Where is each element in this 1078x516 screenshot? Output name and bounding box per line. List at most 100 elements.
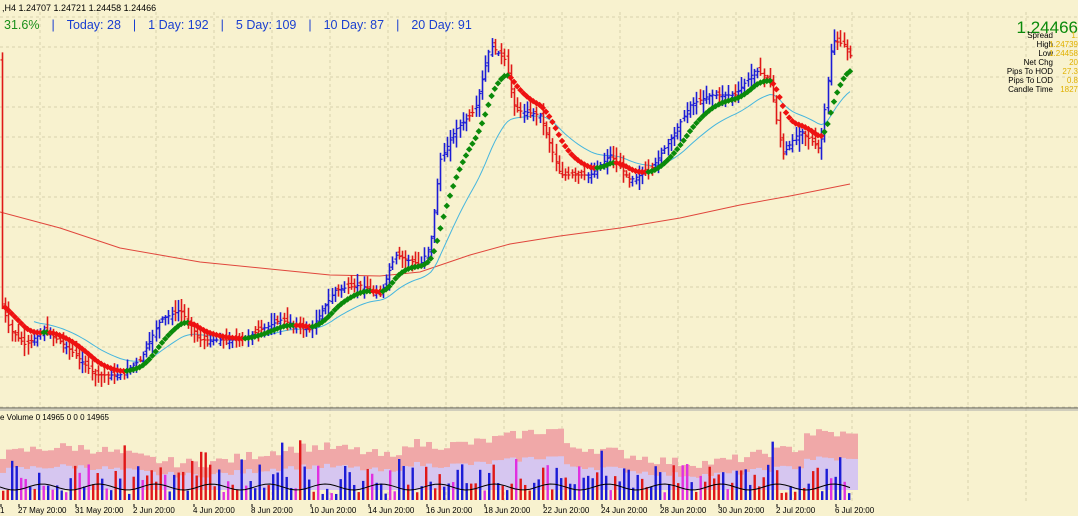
uptrend-dot xyxy=(328,310,335,317)
volume-envelope-lower xyxy=(138,469,144,490)
volume-bar xyxy=(654,466,657,500)
stat-item: | xyxy=(221,18,224,32)
volume-envelope-lower xyxy=(762,470,768,490)
uptrend-dot xyxy=(747,86,754,93)
uptrend-dot xyxy=(501,72,508,80)
volume-bar xyxy=(200,451,203,500)
volume-envelope-lower xyxy=(390,471,396,490)
moving-average-lines xyxy=(0,91,851,362)
uptrend-dot xyxy=(683,132,690,140)
volume-bar xyxy=(564,477,567,500)
volume-bar xyxy=(254,488,257,500)
uptrend-dot xyxy=(846,68,854,75)
uptrend-dot xyxy=(440,213,447,220)
volume-bar xyxy=(762,477,765,500)
volume-envelope-lower xyxy=(798,468,804,490)
volume-envelope-lower xyxy=(156,475,162,490)
volume-envelope-lower xyxy=(816,456,822,490)
volume-envelope-lower xyxy=(468,465,474,490)
uptrend-dot xyxy=(392,275,399,282)
volume-envelope-lower xyxy=(228,474,234,490)
volume-bar xyxy=(308,479,311,500)
volume-bar xyxy=(344,466,347,500)
volume-bar xyxy=(749,484,752,500)
info-value: 0.8 xyxy=(1067,76,1078,85)
downtrend-dot xyxy=(789,117,796,125)
downtrend-dot xyxy=(88,353,95,360)
uptrend-dot xyxy=(325,313,332,320)
volume-bar xyxy=(663,492,666,500)
volume-bar xyxy=(56,485,59,500)
downtrend-dot xyxy=(562,142,569,150)
downtrend-dot xyxy=(549,118,556,126)
downtrend-dot xyxy=(632,167,639,175)
volume-bar xyxy=(137,466,140,500)
volume-bar xyxy=(425,466,428,500)
downtrend-dot xyxy=(808,127,815,135)
volume-envelope-lower xyxy=(846,458,852,490)
info-label: Candle Time xyxy=(1008,85,1053,94)
volume-envelope-lower xyxy=(0,472,6,490)
volume-envelope-lower xyxy=(780,465,786,490)
volume-bar xyxy=(402,465,405,500)
volume-bar xyxy=(348,472,351,500)
uptrend-dot xyxy=(152,348,159,355)
volume-bar xyxy=(290,487,293,500)
volume-bar xyxy=(114,470,117,500)
volume-bar xyxy=(465,483,468,500)
uptrend-dot xyxy=(667,153,674,161)
volume-envelope-lower xyxy=(414,461,420,490)
downtrend-dot xyxy=(811,129,818,137)
uptrend-dot xyxy=(155,343,162,351)
volume-envelope-lower xyxy=(384,469,390,490)
time-axis-label: 10 Jun 20:00 xyxy=(310,506,357,515)
downtrend-dot xyxy=(779,102,786,110)
volume-bar xyxy=(690,482,693,500)
volume-bar xyxy=(447,483,450,500)
volume-bar xyxy=(380,483,383,500)
uptrend-dot xyxy=(475,128,482,135)
volume-envelope-lower xyxy=(234,470,240,490)
volume-bar xyxy=(609,490,612,500)
volume-bar xyxy=(245,485,248,500)
volume-bar xyxy=(515,459,518,500)
header-bar: ,H4 1.24707 1.24721 1.24458 1.24466 31.6… xyxy=(2,3,472,32)
volume-envelope-lower xyxy=(324,463,330,490)
volume-envelope-lower xyxy=(636,473,642,490)
downtrend-dot xyxy=(782,109,790,116)
stat-item: 20 Day: 91 xyxy=(411,18,472,32)
volume-envelope-lower xyxy=(552,456,558,490)
volume-bar xyxy=(164,474,167,500)
volume-bar xyxy=(744,469,747,500)
volume-envelope-lower xyxy=(372,467,378,490)
info-value: 1827 xyxy=(1060,85,1078,94)
uptrend-dot xyxy=(459,158,466,166)
volume-bar xyxy=(276,472,279,500)
volume-bar xyxy=(312,491,315,500)
uptrend-dot xyxy=(712,102,719,110)
time-axis-label: 1 xyxy=(0,506,5,515)
volume-bar xyxy=(407,484,410,500)
volume-bar xyxy=(38,472,41,500)
uptrend-dot xyxy=(488,92,495,100)
uptrend-dot xyxy=(174,323,182,330)
info-label: Pips To LOD xyxy=(1008,76,1053,85)
volume-envelope-lower xyxy=(564,464,570,490)
volume-bar xyxy=(51,489,54,500)
volume-bar xyxy=(771,441,774,500)
volume-envelope-lower xyxy=(126,468,132,490)
volume-envelope-lower xyxy=(432,467,438,490)
uptrend-dot xyxy=(686,127,694,135)
volume-bar xyxy=(24,478,27,500)
volume-bar xyxy=(681,465,684,500)
uptrend-dot xyxy=(462,152,470,159)
volume-bar xyxy=(371,473,374,500)
downtrend-dot xyxy=(616,160,623,167)
volume-bar xyxy=(420,486,423,500)
uptrend-dot xyxy=(430,248,438,255)
time-axis-label: 4 Jun 20:00 xyxy=(193,506,235,515)
volume-envelope-lower xyxy=(462,463,468,490)
volume-envelope-lower xyxy=(792,469,798,490)
